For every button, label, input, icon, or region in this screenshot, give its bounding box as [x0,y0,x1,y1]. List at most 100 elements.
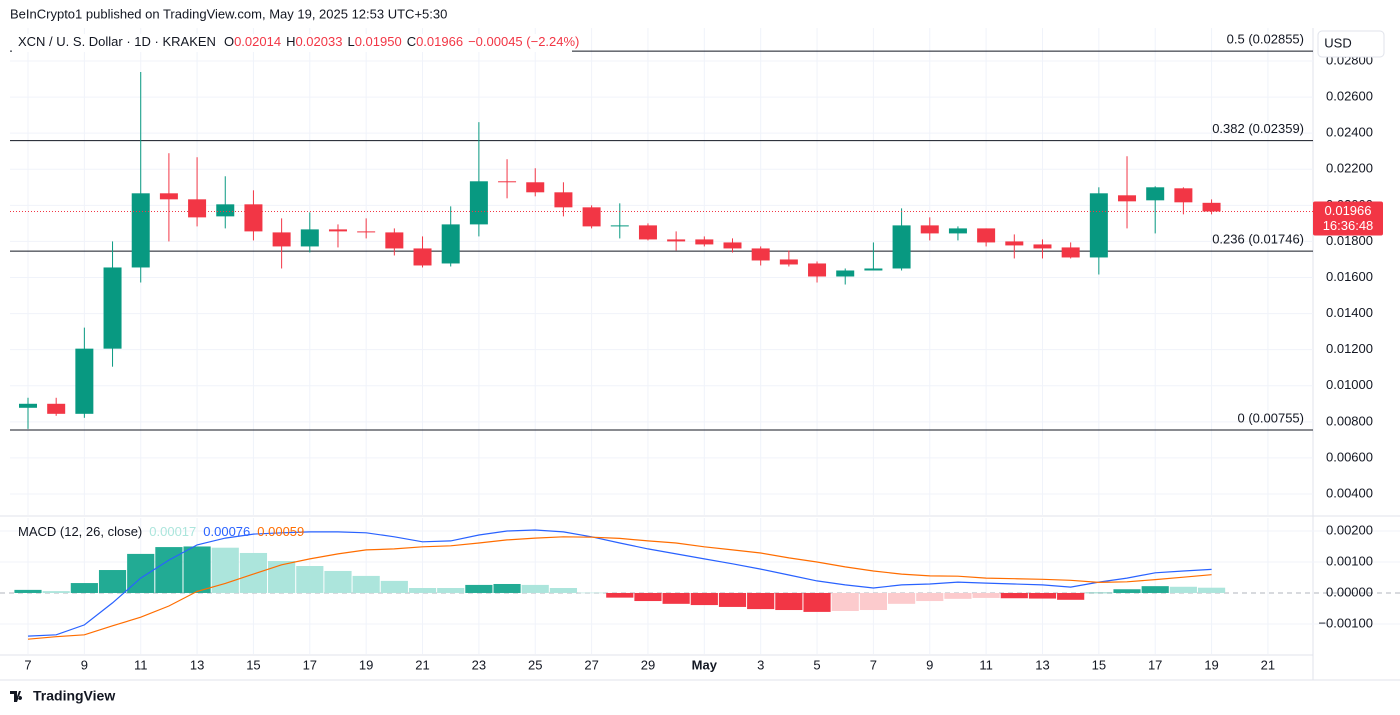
indicator-value: 0.00076 [203,524,250,539]
fib-level-label: 0 (0.00755) [1238,410,1305,425]
x-tick-label: 15 [1092,657,1106,672]
logo-mark [10,691,23,702]
y-tick-label: 0.00600 [1326,449,1373,464]
footer-brand: TradingView [33,688,115,704]
histogram-bar [718,592,747,607]
macd-line [27,536,1212,640]
x-tick-label: 19 [1204,657,1218,672]
histogram-bar [1085,592,1113,594]
histogram-bar [775,592,803,611]
candle-body [779,259,798,265]
candle-body [977,228,996,243]
y-tick-label: 0.00000 [1326,584,1373,599]
last-price-label: 0.01966 [1325,203,1372,218]
candle-body [47,403,66,414]
x-tick-label: 13 [1035,657,1049,672]
x-tick-label: 23 [472,657,486,672]
candle-body [864,268,883,271]
candle-body [808,263,827,277]
candle-body [385,232,404,249]
candle-body [836,270,855,277]
ohlc-key: L [347,34,354,49]
x-tick-label: 17 [303,657,317,672]
x-tick-label: 11 [134,657,148,672]
currency-label: USD [1324,35,1351,50]
histogram-bar [578,592,606,594]
histogram-bar [465,584,493,593]
histogram-bar [521,584,549,593]
y-tick-label: 0.01200 [1326,341,1373,356]
histogram-bar [42,591,70,593]
x-tick-label: May [692,657,718,672]
histogram-bar [803,592,831,612]
last-price-box [1313,201,1383,236]
histogram-bar [747,592,775,610]
y-tick-label: 0.00200 [1326,522,1373,537]
fib-level-label: 0.236 (0.01746) [1212,232,1304,247]
countdown-label: 16:36:48 [1323,218,1374,233]
x-tick-label: 7 [870,657,877,672]
y-tick-label: 0.02200 [1326,161,1373,176]
candle-body [357,231,376,233]
candle-body [638,225,657,240]
fib-level-label: 0.5 (0.02855) [1227,32,1304,47]
candle-body [1033,244,1052,249]
candle-body [75,348,94,414]
candle-body [1005,241,1024,246]
histogram-bar [1197,587,1226,593]
x-tick-label: 5 [813,657,820,672]
symbol-title: XCN / U. S. Dollar · 1D · KRAKEN [18,34,216,49]
symbol-legend: XCN / U. S. Dollar · 1D · KRAKEN O0.02014… [18,34,579,49]
ohlc-value: 0.01966 [416,34,463,49]
y-tick-label: 0.00800 [1326,413,1373,428]
candle-body [159,193,178,200]
candle-body [1089,193,1108,258]
ohlc-key: C [407,34,416,49]
ohlc-value: 0.01950 [355,34,402,49]
candle-body [892,225,911,269]
macd-legend: MACD (12, 26, close) 0.00017 0.00076 0.0005… [18,524,304,539]
y-tick-label: −0.00100 [1318,615,1373,630]
x-tick-label: 11 [979,657,993,672]
y-tick-label: 0.01400 [1326,305,1373,320]
histogram-bar [352,575,380,593]
histogram-bar [1000,592,1028,599]
candle-body [1118,195,1137,202]
candle-body [1174,188,1193,203]
ohlc-key: O [224,34,234,49]
histogram-bar [887,592,916,604]
candle-body [610,225,629,227]
candle-body [244,204,263,232]
histogram-bar [183,546,211,593]
histogram-bar [1028,592,1057,599]
histogram-bar [14,589,42,593]
histogram-bar [1057,592,1085,600]
histogram-bar [437,588,465,593]
x-tick-label: 29 [641,657,655,672]
x-tick-label: 25 [528,657,542,672]
candle-body [188,199,207,218]
histogram-bar [859,592,887,611]
histogram-bar [972,592,1000,598]
candle-body [498,181,517,183]
histogram-bar [268,561,296,593]
candle-body [131,193,150,268]
y-tick-label: 0.00100 [1326,553,1373,568]
candle-body [526,182,545,193]
ohlc-value: 0.02033 [295,34,342,49]
tradingview-logo [10,691,23,702]
histogram-bar [408,588,437,593]
y-tick-label: 0.02400 [1326,125,1373,140]
candle-body [751,248,770,261]
histogram-bar [634,592,662,602]
change-value: −0.00045 (−2.24%) [468,34,579,49]
x-tick-label: 19 [359,657,373,672]
x-tick-label: 9 [81,657,88,672]
histogram-bar [831,592,859,611]
candle-body [582,207,601,227]
indicator-value: 0.00017 [149,524,196,539]
x-tick-label: 3 [757,657,764,672]
currency-box [1317,30,1385,58]
y-tick-label: 0.01800 [1326,233,1373,248]
